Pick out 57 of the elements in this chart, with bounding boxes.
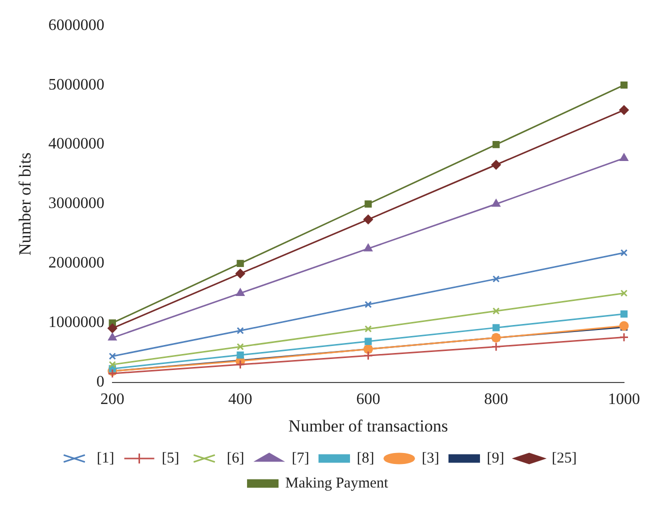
point — [620, 153, 628, 161]
legend-label: [7] — [292, 450, 310, 466]
point — [108, 368, 118, 378]
point — [492, 307, 500, 315]
legend-label: [25] — [552, 450, 577, 466]
point — [108, 333, 117, 341]
point — [620, 310, 628, 318]
point — [620, 249, 628, 256]
point — [364, 200, 372, 208]
legend-label: [3] — [422, 450, 440, 466]
point — [363, 350, 373, 360]
y-tick-label: 0 — [96, 374, 104, 391]
x-tick-label: 800 — [484, 391, 508, 408]
point — [492, 199, 500, 207]
y-tick-label: 5000000 — [48, 76, 104, 94]
legend-label: Making Payment — [285, 475, 390, 492]
y-tick-label: 3000000 — [48, 195, 104, 212]
legend-label: [8] — [356, 450, 374, 466]
point — [364, 338, 372, 345]
point — [620, 81, 628, 89]
point — [236, 360, 246, 370]
point — [491, 342, 501, 352]
legend-label: [1] — [96, 450, 114, 466]
point — [492, 140, 500, 148]
point — [108, 360, 116, 368]
point — [108, 324, 118, 334]
point — [363, 214, 373, 224]
x-tick-label: 400 — [228, 391, 252, 408]
x-tick-label: 600 — [356, 391, 380, 408]
x-tick-label: 200 — [100, 391, 124, 408]
point — [364, 244, 372, 252]
point — [364, 325, 372, 332]
legend-label: [9] — [486, 450, 504, 466]
point — [620, 290, 628, 297]
legend-label: [6] — [226, 450, 244, 466]
point — [619, 321, 629, 331]
point — [364, 300, 372, 308]
y-tick-label: 1000000 — [48, 314, 104, 332]
point — [236, 343, 244, 350]
y-tick-label: 2000000 — [48, 254, 104, 272]
point — [619, 105, 629, 115]
point — [236, 268, 246, 278]
point — [491, 160, 501, 170]
y-tick-label: 4000000 — [48, 136, 104, 153]
point — [492, 324, 500, 332]
y-axis-title: Number of bits — [16, 152, 35, 256]
point — [236, 327, 244, 334]
point — [108, 352, 116, 360]
point — [236, 288, 245, 296]
y-tick-label: 6000000 — [48, 16, 104, 34]
point — [619, 332, 629, 342]
point — [492, 275, 500, 283]
point — [236, 351, 244, 359]
point — [236, 260, 244, 268]
x-tick-label: 1000 — [608, 391, 640, 408]
legend-label: [5] — [162, 450, 180, 466]
x-axis-title: Number of transactions — [288, 416, 448, 436]
